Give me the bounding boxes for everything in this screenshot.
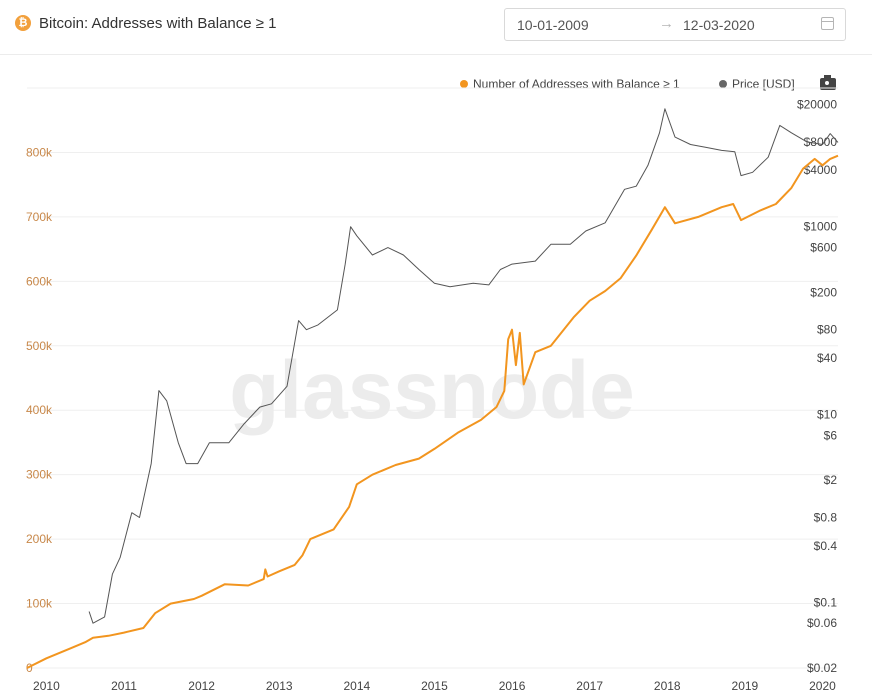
page-title: Bitcoin: Addresses with Balance ≥ 1 bbox=[39, 15, 277, 32]
y-left-tick-label: 500k bbox=[26, 339, 53, 353]
y-right-tick-label: $0.4 bbox=[814, 539, 838, 553]
x-tick-label: 2010 bbox=[33, 679, 60, 693]
y-right-tick-label: $2 bbox=[824, 473, 838, 487]
y-right-tick-label: $200 bbox=[810, 285, 837, 299]
y-right-tick-label: $80 bbox=[817, 323, 837, 337]
y-left-tick-label: 800k bbox=[26, 145, 53, 159]
y-left-tick-label: 700k bbox=[26, 210, 53, 224]
series-group bbox=[26, 108, 839, 669]
y-right-tick-label: $0.02 bbox=[807, 661, 837, 675]
x-tick-label: 2020 bbox=[809, 679, 836, 693]
y-left-tick-label: 100k bbox=[26, 597, 53, 611]
x-tick-label: 2017 bbox=[576, 679, 603, 693]
y-right-tick-label: $40 bbox=[817, 351, 837, 365]
price-series-line bbox=[88, 108, 839, 624]
y-right-tick-label: $6 bbox=[824, 428, 838, 442]
y-right-tick-label: $600 bbox=[810, 241, 837, 255]
y-right-tick-label: $0.1 bbox=[814, 595, 838, 609]
y-right-tick-label: $8000 bbox=[804, 135, 838, 149]
y-right-tick-label: $0.06 bbox=[807, 616, 837, 630]
date-range-picker[interactable]: 10-01-2009 → 12-03-2020 bbox=[504, 8, 846, 41]
bitcoin-icon: ₿ bbox=[15, 15, 31, 31]
x-tick-label: 2019 bbox=[732, 679, 759, 693]
x-tick-label: 2016 bbox=[499, 679, 526, 693]
y-left-tick-label: 0 bbox=[26, 661, 33, 675]
y-left-tick-label: 400k bbox=[26, 403, 53, 417]
y-right-tick-label: $0.8 bbox=[814, 511, 838, 525]
start-date-input[interactable]: 10-01-2009 bbox=[517, 17, 589, 33]
x-tick-label: 2011 bbox=[111, 679, 137, 693]
end-date-input[interactable]: 12-03-2020 bbox=[683, 17, 755, 33]
y-right-tick-label: $1000 bbox=[804, 220, 838, 234]
y-left-tick-label: 600k bbox=[26, 274, 53, 288]
chart-header: ₿ Bitcoin: Addresses with Balance ≥ 1 10… bbox=[0, 0, 872, 55]
right-axis: $0.02 $0.06 $0.1 $0.4 $0.8 $2 $6 $10 $40 $80 $200 $… bbox=[797, 98, 837, 675]
x-tick-label: 2018 bbox=[654, 679, 681, 693]
x-tick-label: 2013 bbox=[266, 679, 293, 693]
x-tick-label: 2015 bbox=[421, 679, 448, 693]
x-axis: 2010 2011 2012 2013 2014 2015 2016 2017 2018 2019… bbox=[33, 679, 836, 693]
y-right-tick-label: $4000 bbox=[804, 163, 838, 177]
y-left-tick-label: 300k bbox=[26, 468, 53, 482]
x-tick-label: 2012 bbox=[188, 679, 215, 693]
y-left-tick-label: 200k bbox=[26, 532, 53, 546]
watermark: glassnode bbox=[229, 345, 635, 436]
x-tick-label: 2014 bbox=[343, 679, 370, 693]
calendar-icon[interactable] bbox=[821, 17, 834, 30]
camera-icon[interactable] bbox=[820, 75, 836, 90]
legend-dot-gray bbox=[719, 80, 727, 88]
y-right-tick-label: $20000 bbox=[797, 98, 837, 112]
y-right-tick-label: $10 bbox=[817, 408, 837, 422]
legend-dot-orange bbox=[460, 80, 468, 88]
arrow-right-icon: → bbox=[659, 15, 674, 32]
addresses-series-line bbox=[26, 154, 839, 669]
left-axis: 0 100k 200k 300k 400k 500k 600k 700k 800k bbox=[26, 145, 53, 675]
